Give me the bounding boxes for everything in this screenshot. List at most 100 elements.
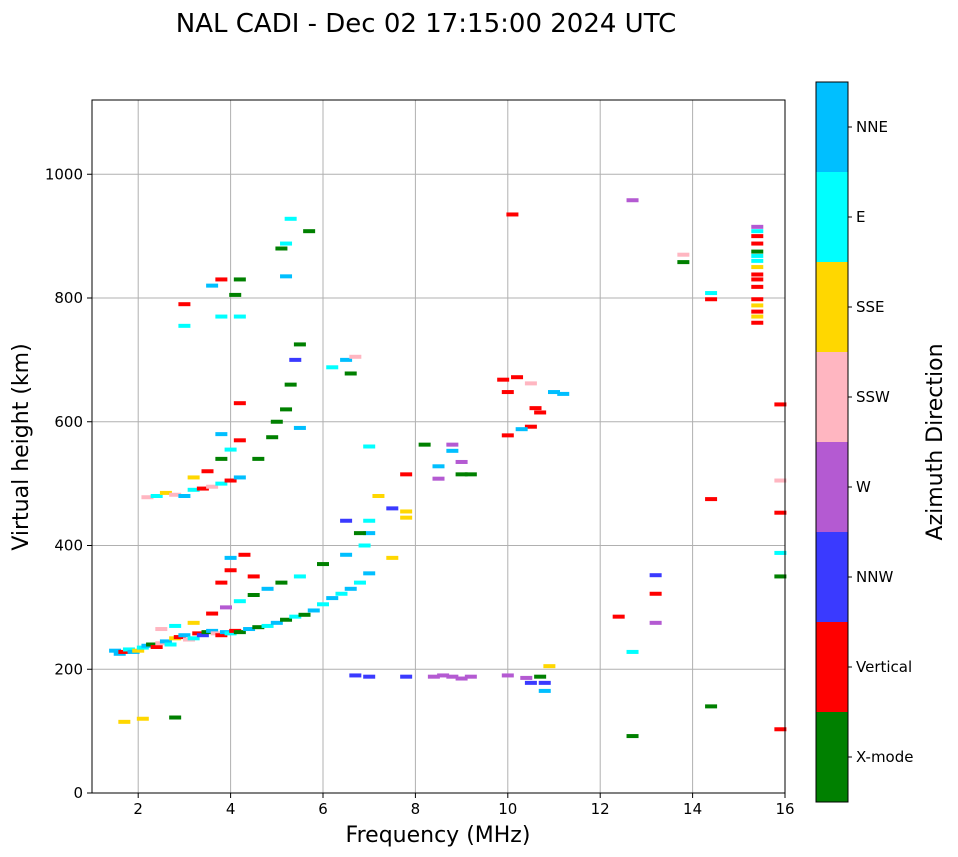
data-point <box>515 427 528 432</box>
data-point <box>705 704 718 709</box>
data-point <box>751 272 764 277</box>
x-tick-label: 10 <box>498 800 517 818</box>
data-point <box>751 224 764 229</box>
data-point <box>229 292 242 297</box>
data-point <box>275 580 288 585</box>
data-point <box>293 342 306 347</box>
x-ticks: 2 4 6 8 10 12 14 16 <box>133 793 795 818</box>
data-point <box>224 631 237 636</box>
x-axis-label: Frequency (MHz) <box>346 823 531 848</box>
data-point <box>520 675 533 680</box>
data-point <box>293 574 306 579</box>
data-point <box>266 435 279 440</box>
data-point <box>543 664 556 669</box>
colorbar-segment <box>816 82 848 172</box>
data-point <box>293 425 306 430</box>
data-point <box>400 515 413 520</box>
data-point <box>386 555 399 560</box>
data-point <box>524 424 537 429</box>
data-point <box>432 464 445 469</box>
data-point <box>548 390 560 395</box>
y-tick-label: 400 <box>54 537 83 555</box>
data-point <box>432 476 445 481</box>
data-point <box>280 274 293 279</box>
data-point <box>534 410 547 415</box>
x-tick-label: 12 <box>591 800 610 818</box>
colorbar: X-mode Vertical NNW W SSW SSE E NNE <box>815 81 913 803</box>
data-point <box>317 562 329 567</box>
data-point <box>774 550 787 555</box>
data-point <box>446 448 459 453</box>
data-point <box>751 241 764 246</box>
data-point <box>206 283 219 288</box>
data-point <box>215 277 228 282</box>
colorbar-segment <box>816 622 848 712</box>
data-point <box>751 265 764 270</box>
data-point <box>340 552 353 557</box>
data-point <box>774 727 787 732</box>
data-point <box>169 492 182 497</box>
chart-title: NAL CADI - Dec 02 17:15:00 2024 UTC <box>176 9 676 39</box>
colorbar-label: Azimuth Direction <box>923 343 948 540</box>
data-point <box>464 674 477 679</box>
colorbar-segment <box>816 442 848 532</box>
data-point <box>215 633 228 638</box>
data-point <box>169 715 182 720</box>
data-point <box>400 674 413 679</box>
data-point <box>136 716 149 721</box>
data-point <box>169 623 182 628</box>
data-point <box>206 611 219 616</box>
data-point <box>307 608 320 613</box>
data-point <box>122 647 135 652</box>
y-axis-label: Virtual height (km) <box>9 343 34 550</box>
data-point <box>196 633 209 638</box>
grid-lines <box>92 100 786 794</box>
data-point <box>677 252 690 257</box>
data-point <box>446 674 459 679</box>
data-point <box>557 391 570 396</box>
data-point <box>233 314 246 319</box>
colorbar-category-label: Vertical <box>856 658 912 676</box>
data-point <box>238 552 251 557</box>
data-point <box>224 568 237 573</box>
plot-frame <box>91 99 786 794</box>
data-point <box>751 277 764 282</box>
data-point <box>155 627 168 632</box>
data-point <box>524 381 537 386</box>
data-point <box>529 406 542 411</box>
data-point <box>501 433 514 438</box>
data-point <box>446 442 459 447</box>
data-point <box>233 630 246 635</box>
data-point <box>705 291 718 296</box>
colorbar-category-label: E <box>856 208 865 226</box>
x-tick-label: 2 <box>133 800 143 818</box>
data-point <box>774 574 787 579</box>
data-point <box>178 323 191 328</box>
colorbar-segment <box>816 262 848 352</box>
data-point <box>178 633 191 638</box>
data-point <box>196 486 209 491</box>
data-point <box>289 614 302 619</box>
data-point <box>215 456 228 461</box>
data-point <box>455 472 468 477</box>
data-point <box>344 371 357 376</box>
x-tick-label: 16 <box>775 800 794 818</box>
data-point <box>506 212 519 217</box>
y-tick-label: 200 <box>54 660 83 678</box>
data-point <box>261 623 274 628</box>
data-point <box>159 490 172 495</box>
data-point <box>284 216 297 221</box>
data-point <box>705 497 718 502</box>
data-point <box>538 688 551 693</box>
data-point <box>774 478 787 483</box>
data-point <box>187 636 200 641</box>
data-point <box>400 509 413 514</box>
data-point <box>118 649 131 654</box>
data-point <box>751 309 764 314</box>
data-point <box>280 407 293 412</box>
data-point <box>464 472 477 477</box>
data-point <box>187 487 200 492</box>
data-point <box>372 494 385 498</box>
data-point <box>751 284 764 289</box>
